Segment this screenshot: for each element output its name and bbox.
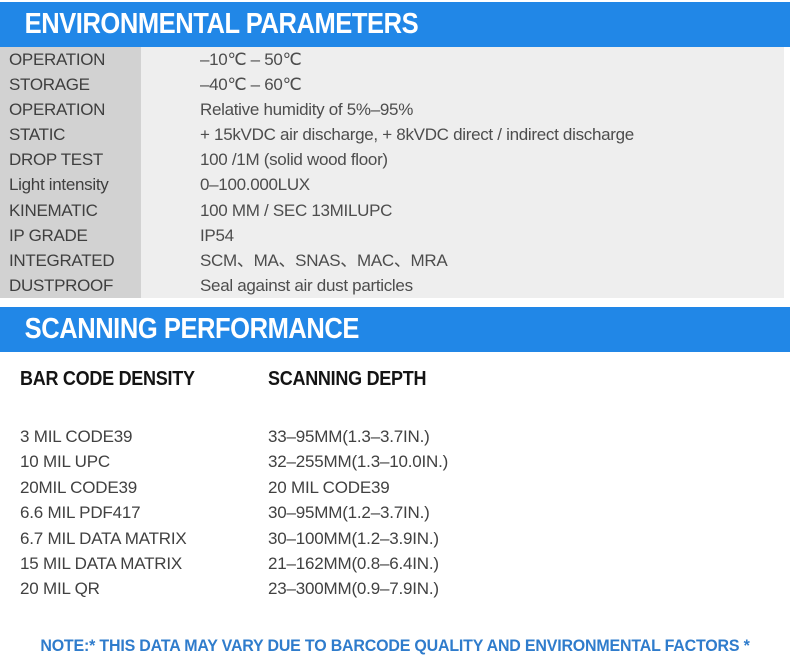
parameter-label: STATIC (0, 122, 141, 148)
parameter-label: Light intensity (0, 172, 141, 198)
bar-code-density-value: 10 MIL UPC (20, 452, 110, 472)
environmental-table-row: STATIC + 15kVDC air discharge, + 8kVDC d… (0, 122, 784, 148)
scanning-table-row: 6.6 MIL PDF417 30–95MM(1.2–3.7IN.) (20, 500, 770, 525)
scanning-table-row: 15 MIL DATA MATRIX 21–162MM(0.8–6.4IN.) (20, 551, 770, 576)
parameter-label: KINEMATIC (0, 197, 141, 223)
scanning-table: 3 MIL CODE39 33–95MM(1.3–3.7IN.) 10 MIL … (20, 424, 770, 602)
parameter-label: STORAGE (0, 72, 141, 98)
environmental-table-row: OPERATION –10℃ – 50℃ (0, 47, 784, 73)
parameter-value: Seal against air dust particles (141, 272, 784, 298)
environmental-table-row: STORAGE –40℃ – 60℃ (0, 72, 784, 98)
parameter-value: Relative humidity of 5%–95% (141, 97, 784, 123)
environmental-section-header: ENVIRONMENTAL PARAMETERS (0, 2, 790, 47)
scanning-depth-value: 32–255MM(1.3–10.0IN.) (268, 452, 449, 472)
environmental-table: OPERATION –10℃ – 50℃ STORAGE –40℃ – 60℃ … (0, 47, 784, 298)
parameter-value: 100 /1M (solid wood floor) (141, 147, 784, 173)
scanning-table-row: 6.7 MIL DATA MATRIX 30–100MM(1.2–3.9IN.) (20, 526, 770, 551)
parameter-label: DROP TEST (0, 147, 141, 173)
bar-code-density-value: 6.7 MIL DATA MATRIX (20, 528, 187, 548)
scanning-depth-value: 30–95MM(1.2–3.7IN.) (268, 503, 430, 523)
parameter-value: SCM、MA、SNAS、MAC、MRA (141, 247, 784, 273)
parameter-label: DUSTPROOF (0, 272, 141, 298)
scanning-depth-column-header: SCANNING DEPTH (268, 368, 427, 390)
footer-note: NOTE:* THIS DATA MAY VARY DUE TO BARCODE… (40, 636, 750, 655)
environmental-table-row: DUSTPROOF Seal against air dust particle… (0, 272, 784, 298)
scanning-table-header-row: BAR CODE DENSITY SCANNING DEPTH (20, 368, 770, 391)
environmental-table-row: IP GRADE IP54 (0, 222, 784, 248)
bar-code-density-value: 20 MIL QR (20, 579, 100, 599)
parameter-label: IP GRADE (0, 222, 141, 248)
bar-code-density-value: 20MIL CODE39 (20, 477, 137, 497)
scanning-depth-value: 33–95MM(1.3–3.7IN.) (268, 427, 430, 446)
scanning-table-row: 3 MIL CODE39 33–95MM(1.3–3.7IN.) (20, 424, 770, 449)
scanning-table-row: 20MIL CODE39 20 MIL CODE39 (20, 475, 770, 500)
scanning-section-title: SCANNING PERFORMANCE (24, 313, 360, 345)
bar-code-density-value: 6.6 MIL PDF417 (20, 503, 141, 523)
scanning-table-row: 10 MIL UPC 32–255MM(1.3–10.0IN.) (20, 449, 770, 474)
parameter-value: IP54 (141, 222, 784, 248)
environmental-table-row: INTEGRATED SCM、MA、SNAS、MAC、MRA (0, 247, 784, 273)
scanning-depth-value: 20 MIL CODE39 (268, 477, 390, 497)
environmental-table-row: Light intensity 0–100.000LUX (0, 172, 784, 198)
scanning-depth-value: 30–100MM(1.2–3.9IN.) (268, 528, 439, 548)
scanning-section: BAR CODE DENSITY SCANNING DEPTH 3 MIL CO… (20, 368, 770, 602)
parameter-label: INTEGRATED (0, 247, 141, 273)
scanning-depth-value: 21–162MM(0.8–6.4IN.) (268, 553, 439, 573)
environmental-section-title: ENVIRONMENTAL PARAMETERS (24, 8, 419, 40)
bar-code-density-value: 15 MIL DATA MATRIX (20, 553, 183, 573)
parameter-value: –40℃ – 60℃ (141, 72, 784, 98)
bar-code-density-value: 3 MIL CODE39 (20, 427, 133, 446)
environmental-table-row: DROP TEST 100 /1M (solid wood floor) (0, 147, 784, 173)
parameter-label: OPERATION (0, 47, 141, 73)
parameter-label: OPERATION (0, 97, 141, 123)
scanning-depth-value: 23–300MM(0.9–7.9IN.) (268, 579, 439, 599)
bar-code-density-column-header: BAR CODE DENSITY (20, 368, 195, 390)
parameter-value: 100 MM / SEC 13MILUPC (141, 197, 784, 223)
scanning-table-row: 20 MIL QR 23–300MM(0.9–7.9IN.) (20, 576, 770, 601)
environmental-table-row: OPERATION Relative humidity of 5%–95% (0, 97, 784, 123)
scanning-section-header: SCANNING PERFORMANCE (0, 307, 790, 352)
parameter-value: –10℃ – 50℃ (141, 47, 784, 73)
parameter-value: + 15kVDC air discharge, + 8kVDC direct /… (141, 122, 784, 148)
environmental-table-row: KINEMATIC 100 MM / SEC 13MILUPC (0, 197, 784, 223)
parameter-value: 0–100.000LUX (141, 172, 784, 198)
